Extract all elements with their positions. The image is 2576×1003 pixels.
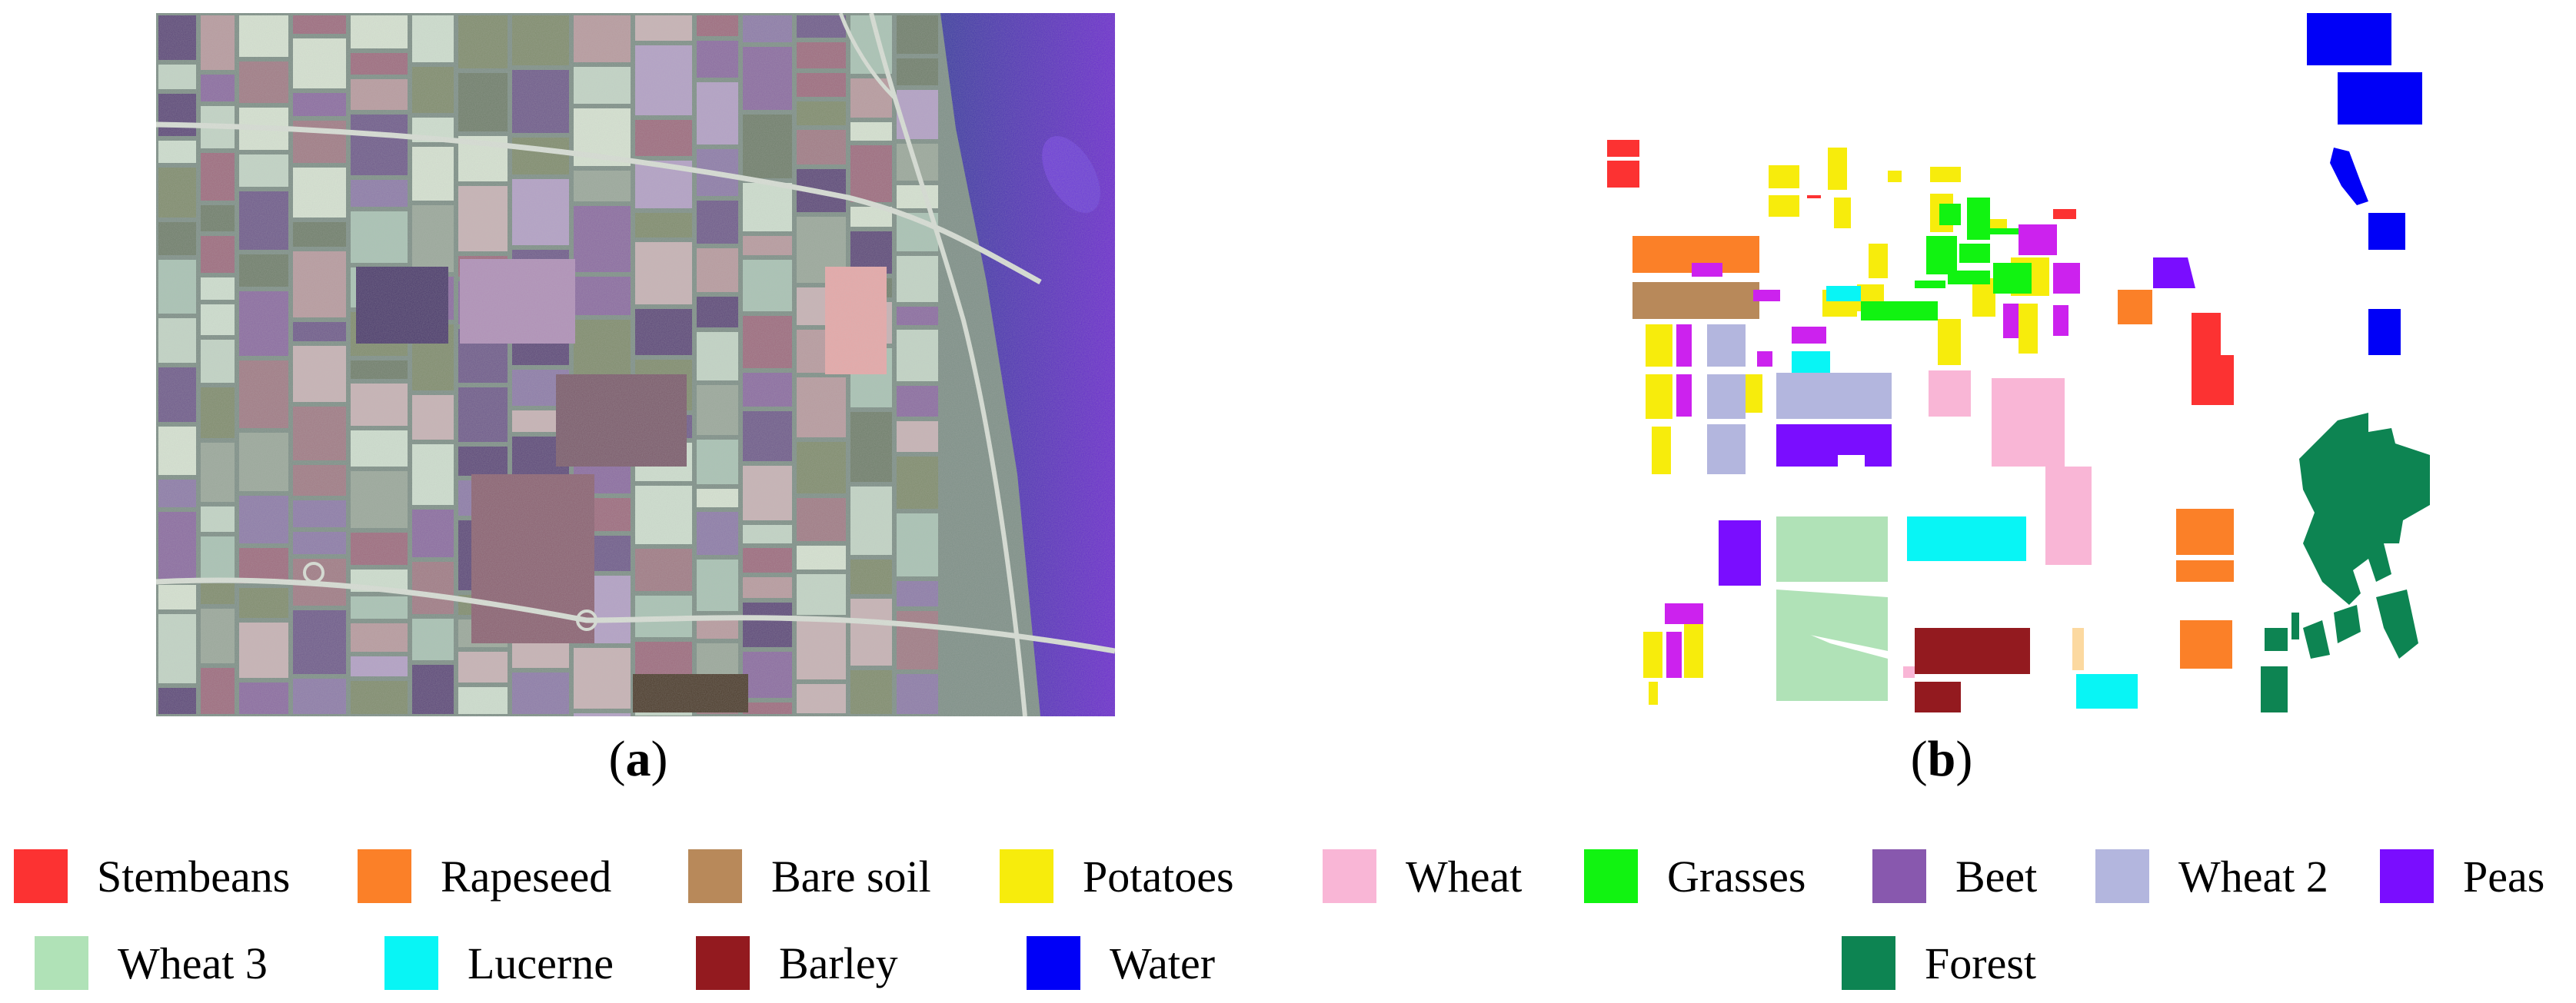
legend-label: Peas: [2463, 851, 2545, 902]
legend-item-lucerne: Lucerne: [384, 936, 614, 990]
legend-item-wheat: Wheat: [1323, 849, 1522, 903]
legend-label: Grasses: [1667, 851, 1806, 902]
caption-a: (a): [608, 731, 668, 787]
legend-label: Beet: [1955, 851, 2038, 902]
ground-truth-map: [1599, 13, 2430, 716]
legend-item-beet: Beet: [1872, 849, 2037, 903]
lucerne-regions: [1792, 286, 2138, 709]
polsar-image: [156, 13, 1115, 716]
legend-item-bare-soil: Bare soil: [688, 849, 931, 903]
legend-swatch: [1000, 849, 1053, 903]
water-regions: [2307, 13, 2422, 355]
legend-label: Wheat 2: [2178, 851, 2328, 902]
legend-label: Wheat 3: [118, 938, 268, 988]
legend-item-peas: Peas: [2380, 849, 2544, 903]
legend-item-rapeseed: Rapeseed: [358, 849, 611, 903]
legend-item-barley: Barley: [696, 936, 898, 990]
legend-label: Lucerne: [468, 938, 614, 988]
legend-swatch: [696, 936, 750, 990]
rapeseed-regions: [1632, 236, 2234, 669]
legend-label: Water: [1110, 938, 1216, 988]
bare-soil-regions: [1632, 282, 1759, 319]
legend-item-stembeans: Stembeans: [14, 849, 290, 903]
wheat-3-regions: [1776, 516, 1888, 701]
grasses-regions: [1861, 198, 2032, 320]
legend-swatch: [35, 936, 88, 990]
barley-regions: [1903, 628, 2030, 712]
legend-swatch: [2095, 849, 2149, 903]
legend-item-forest: Forest: [1842, 936, 2036, 990]
legend-item-grasses: Grasses: [1584, 849, 1806, 903]
legend-swatch: [14, 849, 68, 903]
legend-swatch: [384, 936, 438, 990]
beet-regions: [1719, 257, 2195, 586]
forest-regions: [2261, 413, 2430, 712]
legend-item-wheat-2: Wheat 2: [2095, 849, 2328, 903]
legend-swatch: [2380, 849, 2434, 903]
legend-label: Rapeseed: [441, 851, 612, 902]
legend-swatch: [1584, 849, 1638, 903]
peas-regions: [1665, 224, 2080, 678]
legend-label: Wheat: [1406, 851, 1523, 902]
legend-label: Forest: [1925, 938, 2036, 988]
legend-item-potatoes: Potatoes: [1000, 849, 1234, 903]
legend-item-water: Water: [1027, 936, 1215, 990]
legend-swatch: [1842, 936, 1895, 990]
legend-swatch: [358, 849, 411, 903]
wheat-regions: [1929, 370, 2092, 670]
legend-label: Stembeans: [97, 851, 291, 902]
legend-swatch: [688, 849, 742, 903]
legend-swatch: [1027, 936, 1080, 990]
legend-label: Bare soil: [771, 851, 931, 902]
wheat-2-regions: [1707, 324, 1892, 474]
caption-b: (b): [1910, 731, 1973, 787]
legend-swatch: [1872, 849, 1926, 903]
legend-label: Potatoes: [1083, 851, 1234, 902]
legend-label: Barley: [779, 938, 898, 988]
legend-swatch: [1323, 849, 1376, 903]
legend-item-wheat-3: Wheat 3: [35, 936, 268, 990]
stembeans-regions: [1607, 140, 2234, 405]
